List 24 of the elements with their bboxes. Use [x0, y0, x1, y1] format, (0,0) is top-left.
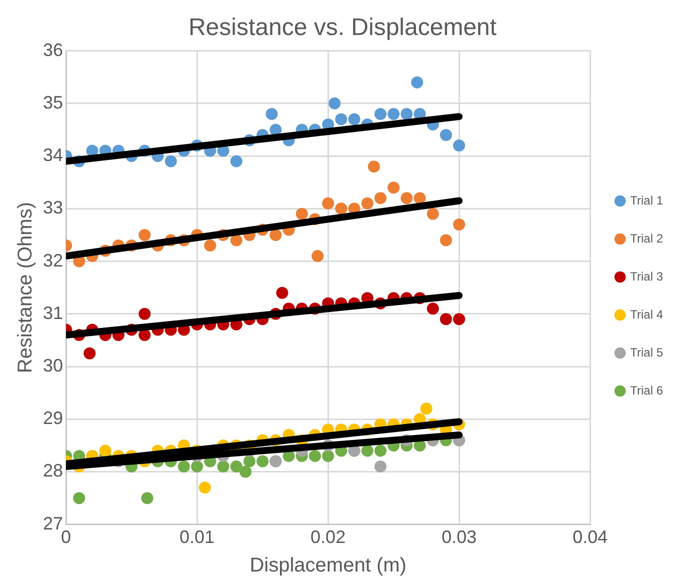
y-axis-title: Resistance (Ohms) — [14, 202, 37, 374]
legend-label: Trial 6 — [630, 383, 664, 398]
legend-label: Trial 1 — [630, 193, 664, 208]
y-tick-label: 31 — [42, 302, 64, 323]
y-tick-label: 30 — [42, 356, 64, 376]
legend-label: Trial 5 — [630, 345, 664, 360]
x-axis-title: Displacement (m) — [250, 554, 406, 577]
y-tick-label: 33 — [42, 198, 64, 218]
x-tick-label: 0.03 — [442, 527, 477, 548]
legend-label: Trial 2 — [630, 231, 664, 246]
y-tick-label: 36 — [42, 40, 64, 60]
x-tick-label: 0 — [61, 527, 72, 548]
y-tick-label: 29 — [42, 408, 64, 428]
y-tick-label: 34 — [42, 145, 64, 166]
legend-label: Trial 4 — [630, 307, 664, 322]
y-tick-label: 32 — [42, 250, 64, 270]
y-tick-label: 35 — [42, 92, 64, 112]
chart-title: Resistance vs. Displacement — [188, 14, 497, 42]
x-tick-label: 0.01 — [180, 527, 215, 548]
legend-label: Trial 3 — [630, 269, 664, 284]
x-tick-label: 0.04 — [572, 527, 608, 548]
y-tick-label: 28 — [42, 460, 64, 481]
x-tick-label: 0.02 — [310, 527, 346, 548]
y-tick-label: 27 — [42, 513, 64, 534]
